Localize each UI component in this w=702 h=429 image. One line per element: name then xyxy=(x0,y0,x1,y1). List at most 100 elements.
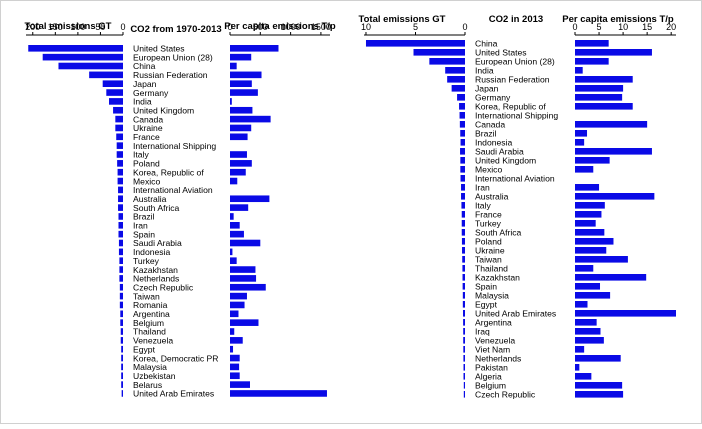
left-total-bar-argentina xyxy=(120,310,123,318)
right-country-label-united-arab-emirates: United Arab Emirates xyxy=(475,309,556,319)
left-country-label-italy: Italy xyxy=(133,150,149,160)
left-country-label-south-africa: South Africa xyxy=(133,203,180,213)
right-total-bar-iraq xyxy=(463,328,465,335)
left-total-tick-label: 50 xyxy=(95,22,105,32)
left-total-bar-france xyxy=(116,133,123,141)
left-total-bar-korea-republic-of xyxy=(117,168,123,176)
right-country-label-canada: Canada xyxy=(475,120,505,130)
right-total-bar-saudi-arabia xyxy=(460,148,465,155)
right-total-bar-korea-republic-of xyxy=(459,103,465,110)
left-per-capita-bar-korea-republic-of xyxy=(230,168,246,176)
right-total-tick-label: 10 xyxy=(361,22,371,32)
left-per-capita-bar-netherlands xyxy=(230,275,257,282)
left-total-tick-label: 150 xyxy=(48,22,63,32)
right-country-label-turkey: Turkey xyxy=(475,219,502,229)
left-per-capita-bar-poland xyxy=(230,160,252,167)
right-total-bar-argentina xyxy=(463,319,465,326)
right-per-capita-bar-viet-nam xyxy=(575,346,585,353)
left-country-label-ukraine: Ukraine xyxy=(133,123,163,133)
left-country-label-thailand: Thailand xyxy=(133,327,166,337)
left-per-capita-title: Per capita emissions T/p xyxy=(224,21,336,32)
left-per-capita-bar-spain xyxy=(230,230,244,238)
left-country-label-brazil: Brazil xyxy=(133,212,155,222)
left-per-capita-bar-indonesia xyxy=(230,248,233,256)
right-country-label-korea-republic-of: Korea, Republic of xyxy=(475,102,546,112)
right-country-label-china: China xyxy=(475,39,498,49)
left-per-capita-bar-china xyxy=(230,62,237,70)
left-total-bar-indonesia xyxy=(118,248,123,256)
right-country-label-russian-federation: Russian Federation xyxy=(475,75,550,85)
right-per-capita-bar-united-states xyxy=(575,49,652,56)
right-per-capita-tick-label: 20 xyxy=(666,22,676,32)
left-total-tick-label: 200 xyxy=(25,22,40,32)
left-country-label-united-states: United States xyxy=(133,44,185,54)
left-country-label-mexico: Mexico xyxy=(133,176,160,186)
left-per-capita-bar-czech-republic xyxy=(230,283,266,291)
right-country-label-malaysia: Malaysia xyxy=(475,291,509,301)
left-per-capita-bar-saudi-arabia xyxy=(230,239,261,247)
right-country-label-japan: Japan xyxy=(475,84,499,94)
right-per-capita-bar-turkey xyxy=(575,220,596,227)
left-per-capita-bar-belarus xyxy=(230,381,250,388)
right-total-bar-european-union-28 xyxy=(429,58,465,65)
left-per-capita-bar-taiwan xyxy=(230,292,247,300)
right-per-capita-bar-indonesia xyxy=(575,139,585,146)
right-country-label-indonesia: Indonesia xyxy=(475,138,512,148)
left-per-capita-bar-germany xyxy=(230,89,258,96)
left-per-capita-bar-india xyxy=(230,98,232,105)
right-per-capita-bar-brazil xyxy=(575,130,588,137)
right-country-label-belgium: Belgium xyxy=(475,381,506,391)
left-country-label-indonesia: Indonesia xyxy=(133,247,170,257)
left-per-capita-bar-ukraine xyxy=(230,124,252,132)
right-per-capita-bar-algeria xyxy=(575,373,592,380)
left-total-bar-taiwan xyxy=(119,292,123,300)
left-country-label-international-aviation: International Aviation xyxy=(133,185,213,195)
left-country-label-international-shipping: International Shipping xyxy=(133,141,216,151)
left-country-label-poland: Poland xyxy=(133,159,160,169)
left-per-capita-bar-egypt xyxy=(230,345,234,353)
left-total-bar-european-union-28 xyxy=(42,53,123,61)
right-country-label-international-aviation: International Aviation xyxy=(475,174,555,184)
left-per-capita-bar-korea-democratic-pr xyxy=(230,354,240,362)
right-total-bar-czech-republic xyxy=(463,391,465,398)
right-per-capita-tick-label: 0 xyxy=(572,22,577,32)
left-country-label-argentina: Argentina xyxy=(133,309,170,319)
right-per-capita-bar-italy xyxy=(575,202,605,209)
right-total-bar-iran xyxy=(461,184,465,191)
right-total-bar-china xyxy=(365,40,465,47)
right-country-label-brazil: Brazil xyxy=(475,129,497,139)
left-per-capita-bar-uzbekistan xyxy=(230,372,240,380)
left-total-bar-australia xyxy=(118,195,123,203)
left-country-label-australia: Australia xyxy=(133,194,167,204)
right-per-capita-bar-china xyxy=(575,40,609,47)
right-per-capita-axis: 0 5 10 15 20 xyxy=(572,22,676,36)
left-per-capita-bar-romania xyxy=(230,301,245,309)
right-country-label-australia: Australia xyxy=(475,192,509,202)
right-total-bar-international-aviation xyxy=(460,175,465,182)
left-total-bar-thailand xyxy=(120,328,123,335)
right-total-bars xyxy=(365,40,465,398)
right-per-capita-bar-japan xyxy=(575,85,624,92)
left-country-label-france: France xyxy=(133,132,160,142)
right-total-bar-australia xyxy=(461,193,465,200)
right-total-bar-united-kingdom xyxy=(460,157,465,164)
right-country-label-saudi-arabia: Saudi Arabia xyxy=(475,147,524,157)
right-per-capita-bar-venezuela xyxy=(575,337,604,344)
right-per-capita-bar-taiwan xyxy=(575,256,628,263)
right-per-capita-bar-pakistan xyxy=(575,364,580,371)
left-per-capita-bar-italy xyxy=(230,151,247,158)
right-per-capita-bar-canada xyxy=(575,121,648,128)
left-per-capita-bar-south-africa xyxy=(230,204,249,211)
right-total-axis: 10 5 0 xyxy=(361,22,468,36)
left-total-bar-canada xyxy=(115,115,123,123)
right-total-title: Total emissions GT xyxy=(359,14,446,25)
left-country-label-canada: Canada xyxy=(133,114,163,124)
left-per-capita-axis: 0 500 1000 1500 xyxy=(227,22,331,36)
right-per-capita-bar-poland xyxy=(575,238,614,245)
right-total-bar-united-arab-emirates xyxy=(463,310,465,317)
right-per-capita-bar-korea-republic-of xyxy=(575,103,633,110)
left-country-label-iran: Iran xyxy=(133,221,148,231)
left-per-capita-bar-european-union-28 xyxy=(230,53,252,61)
right-country-label-kazakhstan: Kazakhstan xyxy=(475,273,520,283)
